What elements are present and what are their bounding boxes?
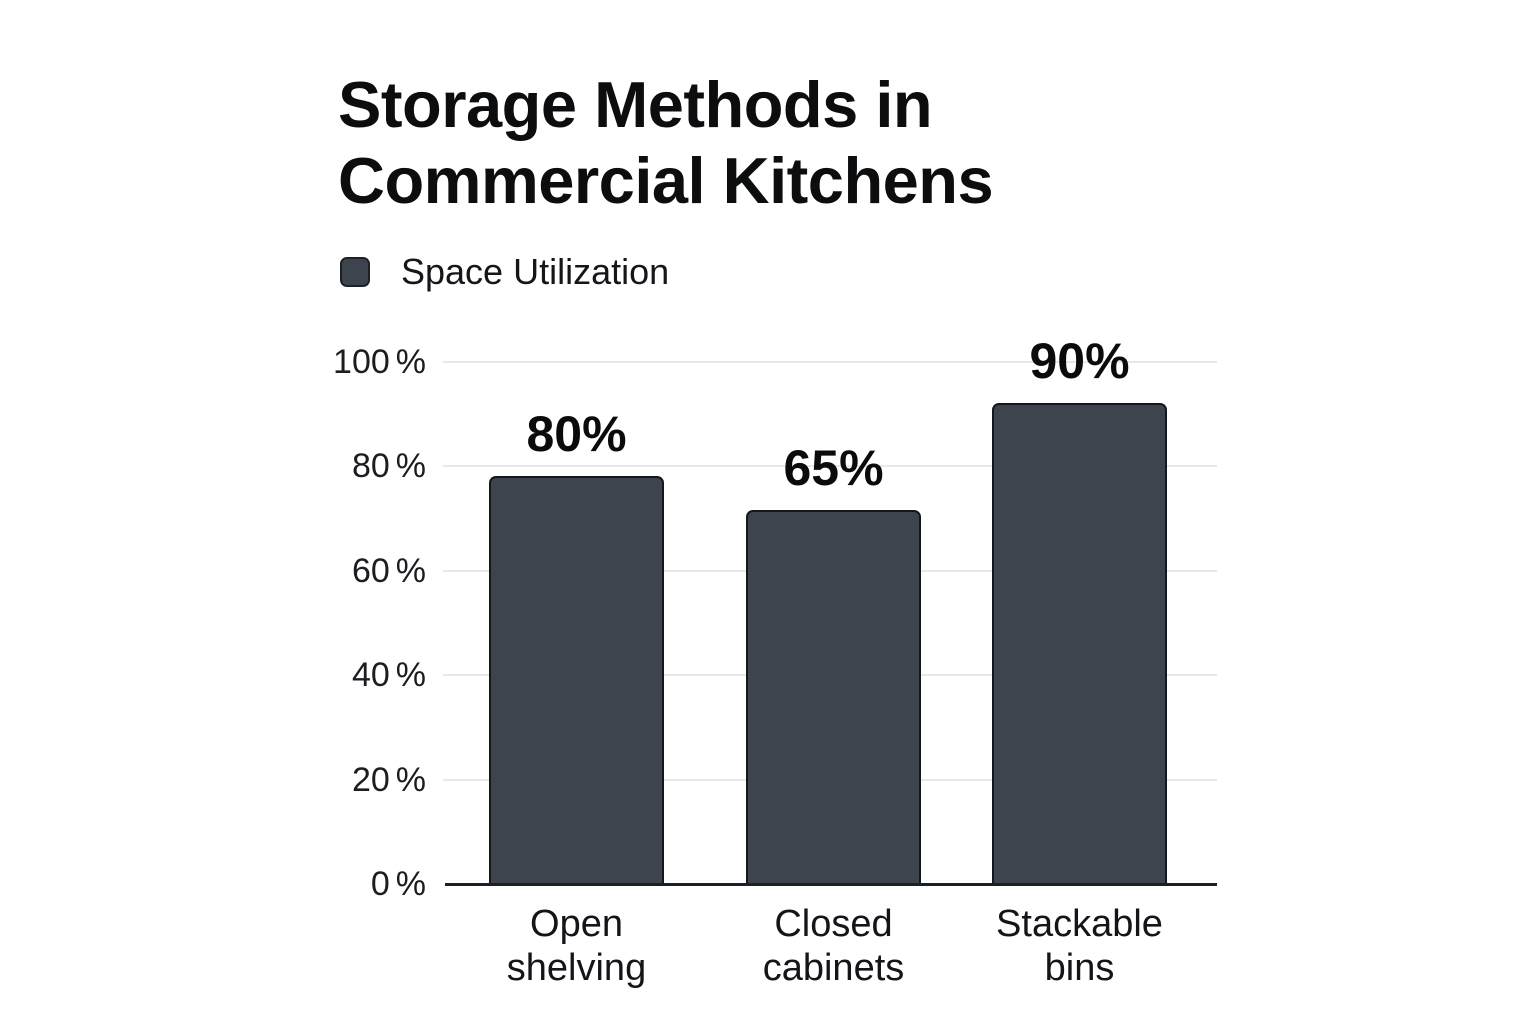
percent-sign: %: [395, 343, 426, 381]
x-axis-category-label-stackable-bins: Stackable bins: [996, 903, 1163, 989]
x-axis-category-label-open-shelving: Open shelving: [506, 903, 647, 989]
y-axis-tick-label-100: 100%: [333, 343, 426, 381]
y-axis-tick-label-60: 60%: [351, 551, 426, 590]
percent-sign: %: [395, 447, 426, 486]
y-axis-tick-label-80: 80%: [351, 447, 426, 486]
gridline-100: [443, 361, 1217, 363]
bar-closed-cabinets: [746, 509, 921, 884]
chart-title-line-1: Storage Methods in: [338, 68, 933, 141]
gridline-80: [443, 465, 1217, 468]
bar-value-label-stackable-bins: 90%: [1029, 332, 1130, 389]
x-axis-category-label-closed-cabinets: Closed cabinets: [762, 903, 905, 989]
chart-title: Storage Methods in Commercial Kitchens: [338, 67, 994, 219]
percent-sign: %: [395, 551, 426, 590]
y-axis-tick-label-0: 0%: [370, 865, 426, 903]
x-axis-line: [445, 883, 1217, 886]
y-axis-tick-label-40: 40%: [351, 656, 426, 695]
chart-title-line-2: Commercial Kitchens: [338, 144, 994, 217]
bar-open-shelving: [489, 475, 664, 884]
percent-sign: %: [395, 865, 426, 903]
percent-sign: %: [395, 656, 426, 695]
bar-value-label-closed-cabinets: 65%: [783, 439, 884, 496]
y-axis-tick-label-20: 20%: [351, 760, 426, 799]
legend: Space Utilization: [340, 251, 669, 292]
percent-sign: %: [395, 760, 426, 799]
bar-value-label-open-shelving: 80%: [526, 405, 627, 462]
legend-swatch-icon: [340, 257, 370, 287]
legend-label: Space Utilization: [401, 251, 670, 292]
bar-stackable-bins: [992, 402, 1167, 884]
